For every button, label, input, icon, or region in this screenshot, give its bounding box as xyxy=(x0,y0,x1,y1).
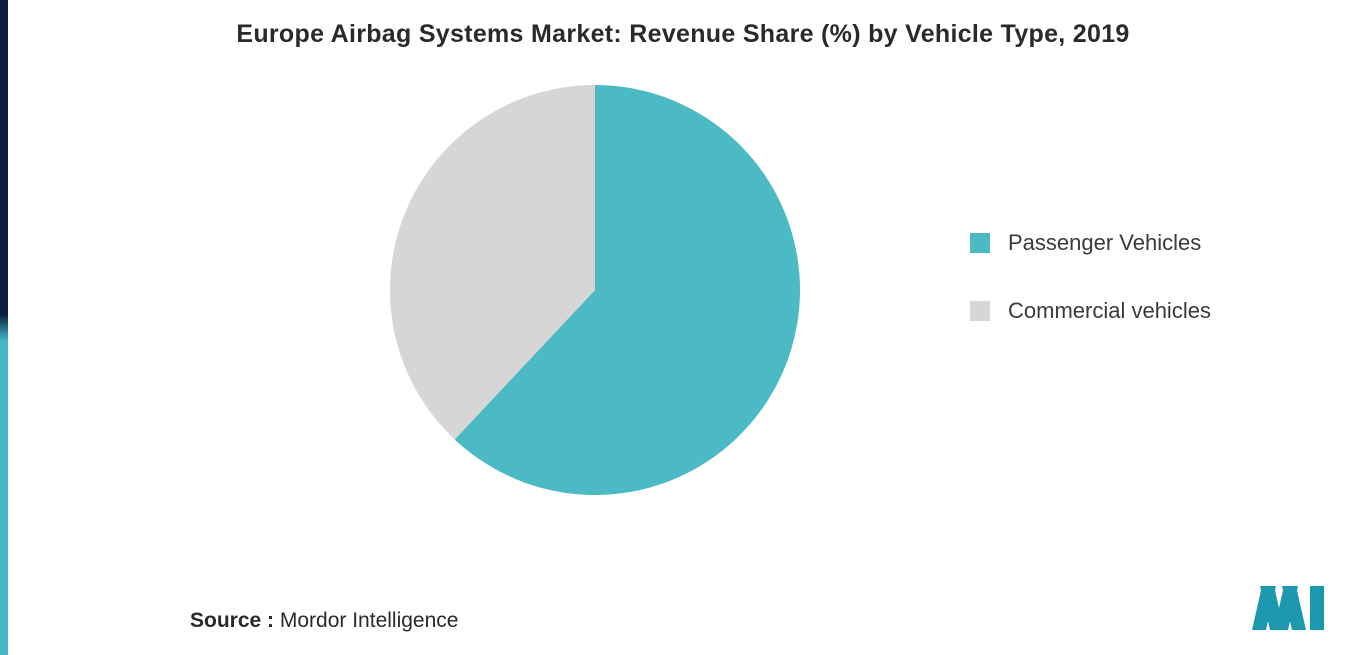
chart-title: Europe Airbag Systems Market: Revenue Sh… xyxy=(0,0,1366,49)
pie-chart xyxy=(390,85,800,500)
chart-area: Passenger Vehicles Commercial vehicles xyxy=(0,60,1366,560)
source-name: Mordor Intelligence xyxy=(280,609,459,632)
legend-swatch-icon xyxy=(970,233,990,253)
legend-item-1: Commercial vehicles xyxy=(970,298,1211,324)
legend: Passenger Vehicles Commercial vehicles xyxy=(970,230,1211,366)
brand-logo xyxy=(1252,586,1330,635)
legend-label: Commercial vehicles xyxy=(1008,298,1211,324)
legend-swatch-icon xyxy=(970,301,990,321)
source-label: Source : xyxy=(190,609,274,632)
legend-item-0: Passenger Vehicles xyxy=(970,230,1211,256)
legend-label: Passenger Vehicles xyxy=(1008,230,1201,256)
source-attribution: Source : Mordor Intelligence xyxy=(190,609,458,633)
